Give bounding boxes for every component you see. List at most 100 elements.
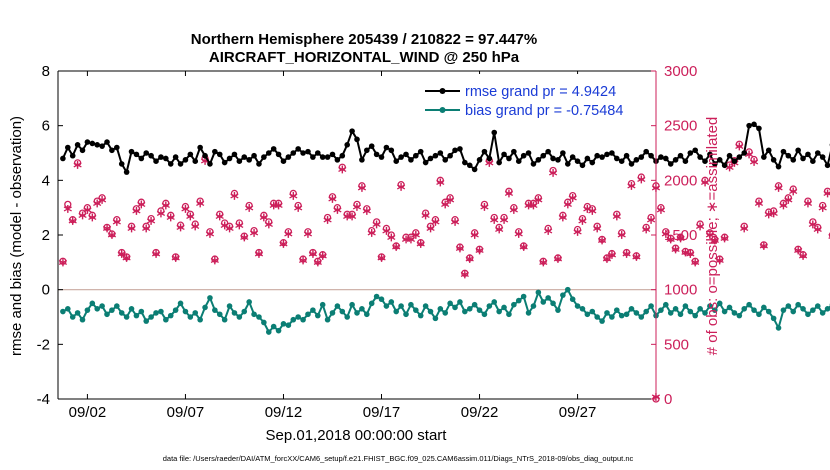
rmse-point xyxy=(545,148,551,155)
obs-possible-point xyxy=(377,253,386,261)
obs-possible-point xyxy=(784,194,792,202)
rmse-point xyxy=(143,150,150,156)
bias-point xyxy=(280,321,287,327)
obs-assimilated-point: * xyxy=(73,159,82,179)
rmse-point xyxy=(721,162,728,169)
rmse-point xyxy=(628,161,635,167)
obs-assimilated-point: * xyxy=(524,199,533,219)
rmse-point xyxy=(687,150,694,156)
obs-assimilated-point: * xyxy=(284,228,293,248)
obs-assimilated-point: * xyxy=(578,214,587,234)
obs-possible-point xyxy=(181,202,190,211)
rmse-point xyxy=(476,157,483,163)
obs-possible-point xyxy=(421,209,430,217)
obs-possible-point xyxy=(122,253,131,261)
legend: rmse grand pr = 4.9424 bias grand pr = -… xyxy=(418,74,653,120)
bias-point xyxy=(476,307,483,313)
bias-point xyxy=(359,306,365,312)
bias-point xyxy=(197,316,203,323)
obs-assimilated-point: * xyxy=(622,247,631,267)
bias-point xyxy=(515,297,522,304)
rmse-point xyxy=(417,148,424,155)
bias-point xyxy=(712,307,718,313)
bias-point xyxy=(506,311,512,318)
bias-point xyxy=(761,304,767,311)
obs-assimilated-point: * xyxy=(818,201,827,221)
rmse-point xyxy=(584,155,591,162)
obs-assimilated-point: * xyxy=(696,220,705,240)
obs-possible-point xyxy=(73,159,82,167)
obs-assimilated-point: * xyxy=(431,216,440,236)
bias-point xyxy=(118,310,125,316)
obs-assimilated-point: * xyxy=(279,237,288,257)
bias-point xyxy=(609,314,615,320)
obs-assimilated-point: * xyxy=(705,229,714,249)
obs-assimilated-point: * xyxy=(568,192,577,212)
obs-assimilated-point: * xyxy=(235,219,244,239)
bias-point xyxy=(481,311,488,318)
obs-assimilated-point: * xyxy=(215,210,224,230)
obs-possible-point xyxy=(701,176,709,184)
rmse-point xyxy=(236,158,243,164)
obs-assimilated-point: * xyxy=(725,161,734,181)
footer-data-file: data file: /Users/raeder/DAI/ATM_forcXX/… xyxy=(163,454,634,463)
obs-possible-point xyxy=(657,204,665,212)
rmse-point xyxy=(613,155,620,162)
obs-assimilated-point: * xyxy=(710,234,719,254)
obs-possible-point xyxy=(573,225,582,234)
bias-point xyxy=(599,318,605,324)
rmse-point xyxy=(501,151,507,158)
obs-assimilated-point: * xyxy=(68,214,77,234)
obs-possible-point xyxy=(108,230,116,238)
rmse-point xyxy=(756,125,762,132)
bias-point xyxy=(182,308,189,315)
bias-point xyxy=(550,300,556,307)
rmse-point xyxy=(775,163,782,170)
obs-possible-point xyxy=(789,185,797,193)
obs-possible-point xyxy=(696,220,704,228)
obs-possible-point xyxy=(225,222,234,230)
obs-assimilated-point: * xyxy=(58,256,67,276)
bias-series xyxy=(60,286,830,335)
obs-possible-point xyxy=(211,255,219,263)
obs-assimilated-point: * xyxy=(588,205,597,225)
rmse-point xyxy=(707,151,713,158)
rmse-point xyxy=(819,154,826,160)
bias-point xyxy=(349,301,355,308)
obs-assimilated-point: * xyxy=(563,198,572,218)
bias-point xyxy=(104,311,110,318)
obs-assimilated-point: * xyxy=(171,252,180,272)
rmse-point xyxy=(368,143,375,149)
obs-possible-point xyxy=(495,223,503,231)
bias-point xyxy=(373,293,380,300)
rmse-point xyxy=(530,161,537,167)
obs-possible-point xyxy=(765,208,773,216)
rmse-point xyxy=(427,155,434,162)
rmse-point xyxy=(643,148,649,155)
bias-point xyxy=(99,303,105,309)
bias-point xyxy=(447,300,453,307)
rmse-point xyxy=(216,151,223,158)
obs-possible-point xyxy=(706,229,714,237)
bias-point xyxy=(270,323,277,330)
rmse-point xyxy=(579,162,586,169)
obs-count-series: ****************************************… xyxy=(58,140,830,411)
bias-point xyxy=(251,311,257,318)
obs-assimilated-point: * xyxy=(132,205,141,225)
obs-possible-point xyxy=(255,248,263,257)
obs-possible-point xyxy=(671,244,680,252)
obs-assimilated-point: * xyxy=(485,157,494,177)
obs-assimilated-point: * xyxy=(372,218,381,238)
bias-point xyxy=(231,310,238,316)
bias-point xyxy=(94,306,101,312)
obs-assimilated-point: * xyxy=(112,216,121,236)
obs-possible-point xyxy=(720,233,729,241)
rmse-point xyxy=(158,154,164,160)
obs-possible-point xyxy=(613,210,621,218)
rmse-point xyxy=(638,154,645,160)
bias-point xyxy=(824,306,830,312)
rmse-point xyxy=(84,139,91,145)
rmse-point xyxy=(682,158,689,164)
rmse-point xyxy=(413,152,419,159)
